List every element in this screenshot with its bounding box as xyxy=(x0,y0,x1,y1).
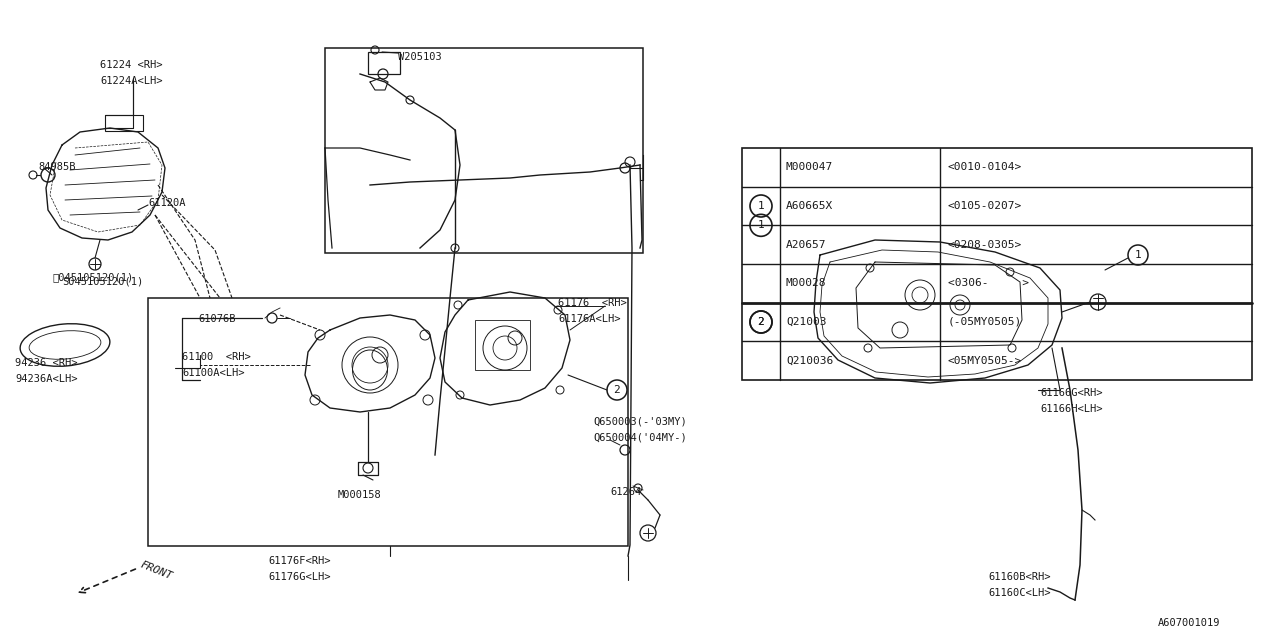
Text: 61100A<LH>: 61100A<LH> xyxy=(182,368,244,378)
Text: 94236 <RH>: 94236 <RH> xyxy=(15,358,78,368)
Bar xyxy=(369,52,399,74)
Text: (-05MY0505): (-05MY0505) xyxy=(948,317,1023,327)
Text: 61176F<RH>: 61176F<RH> xyxy=(268,556,330,566)
Text: S045105120(1): S045105120(1) xyxy=(61,276,143,286)
Text: A20657: A20657 xyxy=(786,239,827,250)
Text: 84985B: 84985B xyxy=(38,162,76,172)
Text: 2: 2 xyxy=(758,317,764,327)
Text: 2: 2 xyxy=(758,317,764,327)
Text: 61176  <RH>: 61176 <RH> xyxy=(558,298,627,308)
Text: <05MY0505->: <05MY0505-> xyxy=(948,356,1023,365)
Text: M000158: M000158 xyxy=(338,490,381,500)
Text: 1: 1 xyxy=(758,201,764,211)
Text: 1: 1 xyxy=(1134,250,1142,260)
Bar xyxy=(325,48,643,253)
Text: A607001019: A607001019 xyxy=(1158,618,1221,628)
Text: 61160C<LH>: 61160C<LH> xyxy=(988,588,1051,598)
Text: W205103: W205103 xyxy=(398,52,442,62)
Text: 1: 1 xyxy=(758,220,764,230)
Text: M00028: M00028 xyxy=(786,278,827,289)
Text: 94236A<LH>: 94236A<LH> xyxy=(15,374,78,384)
Text: <0105-0207>: <0105-0207> xyxy=(948,201,1023,211)
Text: <0208-0305>: <0208-0305> xyxy=(948,239,1023,250)
Text: 61120A: 61120A xyxy=(148,198,186,208)
Bar xyxy=(105,115,143,131)
Text: Q650004('04MY-): Q650004('04MY-) xyxy=(593,432,687,442)
Bar xyxy=(475,320,530,370)
Text: Q21003: Q21003 xyxy=(786,317,827,327)
Text: ⓢ045105120(1): ⓢ045105120(1) xyxy=(52,272,133,282)
Text: FRONT: FRONT xyxy=(138,560,173,582)
Text: <0306-     >: <0306- > xyxy=(948,278,1029,289)
Text: 61166H<LH>: 61166H<LH> xyxy=(1039,404,1102,414)
Text: 61176A<LH>: 61176A<LH> xyxy=(558,314,621,324)
Text: 61224A<LH>: 61224A<LH> xyxy=(100,76,163,86)
Text: 2: 2 xyxy=(613,385,621,395)
Text: 61224 <RH>: 61224 <RH> xyxy=(100,60,163,70)
Bar xyxy=(148,298,628,546)
Text: 61176G<LH>: 61176G<LH> xyxy=(268,572,330,582)
Text: 61264: 61264 xyxy=(611,487,641,497)
Text: 61076B: 61076B xyxy=(198,314,236,324)
Text: <0010-0104>: <0010-0104> xyxy=(948,163,1023,172)
Text: 61160B<RH>: 61160B<RH> xyxy=(988,572,1051,582)
Text: A60665X: A60665X xyxy=(786,201,833,211)
Text: Q650003(-'03MY): Q650003(-'03MY) xyxy=(593,416,687,426)
Bar xyxy=(742,148,1252,380)
Text: Q210036: Q210036 xyxy=(786,356,833,365)
Text: 61166G<RH>: 61166G<RH> xyxy=(1039,388,1102,398)
Text: 61100  <RH>: 61100 <RH> xyxy=(182,352,251,362)
Text: M000047: M000047 xyxy=(786,163,833,172)
